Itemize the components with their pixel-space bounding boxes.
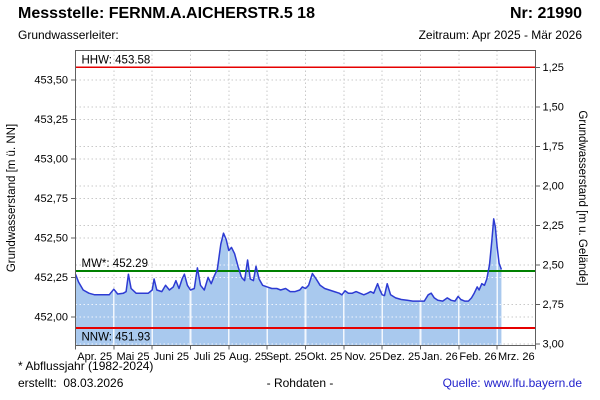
ytick-label-right-2,00: 2,00 — [543, 181, 564, 193]
ytick-label-right-3,00: 3,00 — [543, 339, 564, 351]
ytick-label-right-2,25: 2,25 — [543, 220, 564, 232]
ytick-label-right-1,75: 1,75 — [543, 141, 564, 153]
data-type-label: - Rohdaten - — [266, 376, 334, 390]
xtick-label-9: Dez. 25 — [382, 351, 420, 363]
y-axis-title-right: Grundwasserstand [m u. Gelände] — [576, 110, 588, 285]
ytick-label-right-2,75: 2,75 — [543, 299, 564, 311]
created-date: erstellt: 08.03.2026 — [18, 376, 124, 390]
series-line — [74, 218, 503, 302]
data-series — [74, 218, 503, 302]
xtick-label-6: Sept. 25 — [266, 351, 307, 363]
refline-label-nnw: NNW: 451.93 — [82, 331, 151, 343]
ytick-label-left-453,50: 453,50 — [34, 75, 68, 87]
period-label: Zeitraum: Apr 2025 - Mär 2026 — [418, 28, 582, 42]
xtick-label-1: Apr. 25 — [77, 351, 112, 363]
station-number: Nr: 21990 — [509, 5, 582, 22]
xtick-label-2: Mai 25 — [116, 351, 149, 363]
page-title: Messstelle: FERNM.A.AICHERSTR.5 18 — [18, 5, 315, 22]
ytick-label-left-452,50: 452,50 — [34, 233, 68, 245]
ytick-label-right-2,50: 2,50 — [543, 260, 564, 272]
aquifer-label: Grundwasserleiter: — [18, 28, 119, 42]
refline-label-hhw: HHW: 453.58 — [82, 54, 151, 66]
xtick-label-3: Juni 25 — [154, 351, 189, 363]
ytick-label-left-453,25: 453,25 — [34, 114, 68, 126]
xtick-label-12: Mrz. 26 — [498, 351, 535, 363]
footnote-abflussjahr: * Abflussjahr (1982-2024) — [18, 359, 154, 373]
ytick-label-left-452,00: 452,00 — [34, 312, 68, 324]
xtick-label-5: Aug. 25 — [229, 351, 267, 363]
xtick-label-11: Feb. 26 — [459, 351, 496, 363]
plot-frame — [71, 50, 540, 350]
axis-text: 452,00 452,25 452,50 452,75 453,00 453,25 453,… — [6, 54, 588, 363]
area-fill-layer — [75, 218, 502, 346]
xtick-label-10: Jan. 26 — [422, 351, 458, 363]
xtick-label-7: Okt. 25 — [307, 351, 342, 363]
source-link[interactable]: Quelle: www.lfu.bayern.de — [442, 376, 582, 390]
ytick-label-right-1,25: 1,25 — [543, 62, 564, 74]
ytick-label-left-453,00: 453,00 — [34, 154, 68, 166]
area-fill — [75, 218, 502, 346]
y-axis-title-left: Grundwasserstand [m ü. NN] — [6, 124, 18, 272]
refline-label-mw: MW*: 452.29 — [82, 258, 148, 270]
reference-lines — [75, 66, 536, 329]
ytick-label-left-452,25: 452,25 — [34, 272, 68, 284]
ytick-label-right-1,50: 1,50 — [543, 102, 564, 114]
ytick-label-left-452,75: 452,75 — [34, 193, 68, 205]
xtick-label-8: Nov. 25 — [344, 351, 381, 363]
xtick-label-4: Juli 25 — [194, 351, 226, 363]
